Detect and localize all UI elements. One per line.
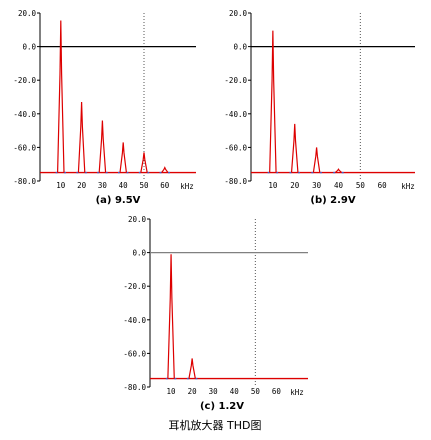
x-tick-label: 30 <box>98 181 108 190</box>
y-tick-label: -20.0 <box>224 76 247 85</box>
x-tick-label: 20 <box>188 387 198 396</box>
y-tick-label: 0.0 <box>233 43 247 52</box>
y-tick-label: 0.0 <box>132 249 146 258</box>
y-tick-label: -40.0 <box>224 110 247 119</box>
chart-caption: (b) 2.9V <box>310 195 355 206</box>
y-tick-label: -60.0 <box>224 143 247 152</box>
x-tick-label: 10 <box>268 181 278 190</box>
harmonic-peak <box>188 358 196 379</box>
x-tick-label: 60 <box>378 181 388 190</box>
x-tick-label: 60 <box>160 181 170 190</box>
harmonic-peak <box>98 120 107 173</box>
chart-caption: (c) 1.2V <box>200 401 244 412</box>
y-tick-label: -60.0 <box>123 349 146 358</box>
harmonic-peak <box>161 166 169 173</box>
y-tick-label: -80.0 <box>123 383 146 392</box>
x-tick-label: 10 <box>56 181 66 190</box>
x-tick-label: 30 <box>312 181 322 190</box>
harmonic-peak <box>167 254 175 379</box>
y-tick-label: 0.0 <box>22 43 36 52</box>
y-tick-label: -80.0 <box>13 177 36 186</box>
x-tick-label: 50 <box>356 181 366 190</box>
x-tick-label: 40 <box>119 181 129 190</box>
x-tick-label: 50 <box>251 387 261 396</box>
x-axis-unit: kHz <box>290 388 304 397</box>
x-tick-label: 40 <box>334 181 344 190</box>
y-tick-label: 20.0 <box>18 9 37 18</box>
y-tick-label: -40.0 <box>123 316 146 325</box>
harmonic-peak <box>269 30 277 173</box>
harmonic-peak <box>119 142 127 173</box>
x-axis-unit: kHz <box>401 182 415 191</box>
y-tick-label: 20.0 <box>128 215 147 224</box>
y-tick-label: -60.0 <box>13 143 36 152</box>
chart-panel-b: 20.0 0.0 -20.0 -40.0 -60.0 -80.0 10 20 30 40 50 60 k… <box>224 9 415 206</box>
x-tick-label: 20 <box>290 181 300 190</box>
harmonic-peak <box>57 20 65 173</box>
y-tick-label: 20.0 <box>229 9 248 18</box>
chart-panel-c: 20.0 0.0 -20.0 -40.0 -60.0 -80.0 10 20 30 40 50 60 k… <box>123 215 308 412</box>
y-tick-label: -20.0 <box>13 76 36 85</box>
harmonic-peak <box>140 152 148 173</box>
figure-title: 耳机放大器 THD图 <box>169 418 262 432</box>
harmonic-peak <box>312 147 321 173</box>
y-tick-label: -40.0 <box>13 110 36 119</box>
y-tick-label: -80.0 <box>224 177 247 186</box>
x-axis-unit: kHz <box>180 182 194 191</box>
x-tick-label: 20 <box>77 181 87 190</box>
harmonic-peak <box>290 123 299 173</box>
x-tick-label: 60 <box>272 387 282 396</box>
harmonic-peak <box>77 102 86 173</box>
x-tick-label: 30 <box>209 387 219 396</box>
x-tick-label: 40 <box>230 387 240 396</box>
y-tick-label: -20.0 <box>123 282 146 291</box>
x-tick-label: 50 <box>139 181 149 190</box>
chart-panel-a: 20.0 0.0 -20.0 -40.0 -60.0 -80.0 10 20 30 40 50 60 k… <box>13 9 196 206</box>
x-tick-label: 10 <box>167 387 177 396</box>
harmonic-peak <box>334 168 343 174</box>
chart-caption: (a) 9.5V <box>96 195 141 206</box>
